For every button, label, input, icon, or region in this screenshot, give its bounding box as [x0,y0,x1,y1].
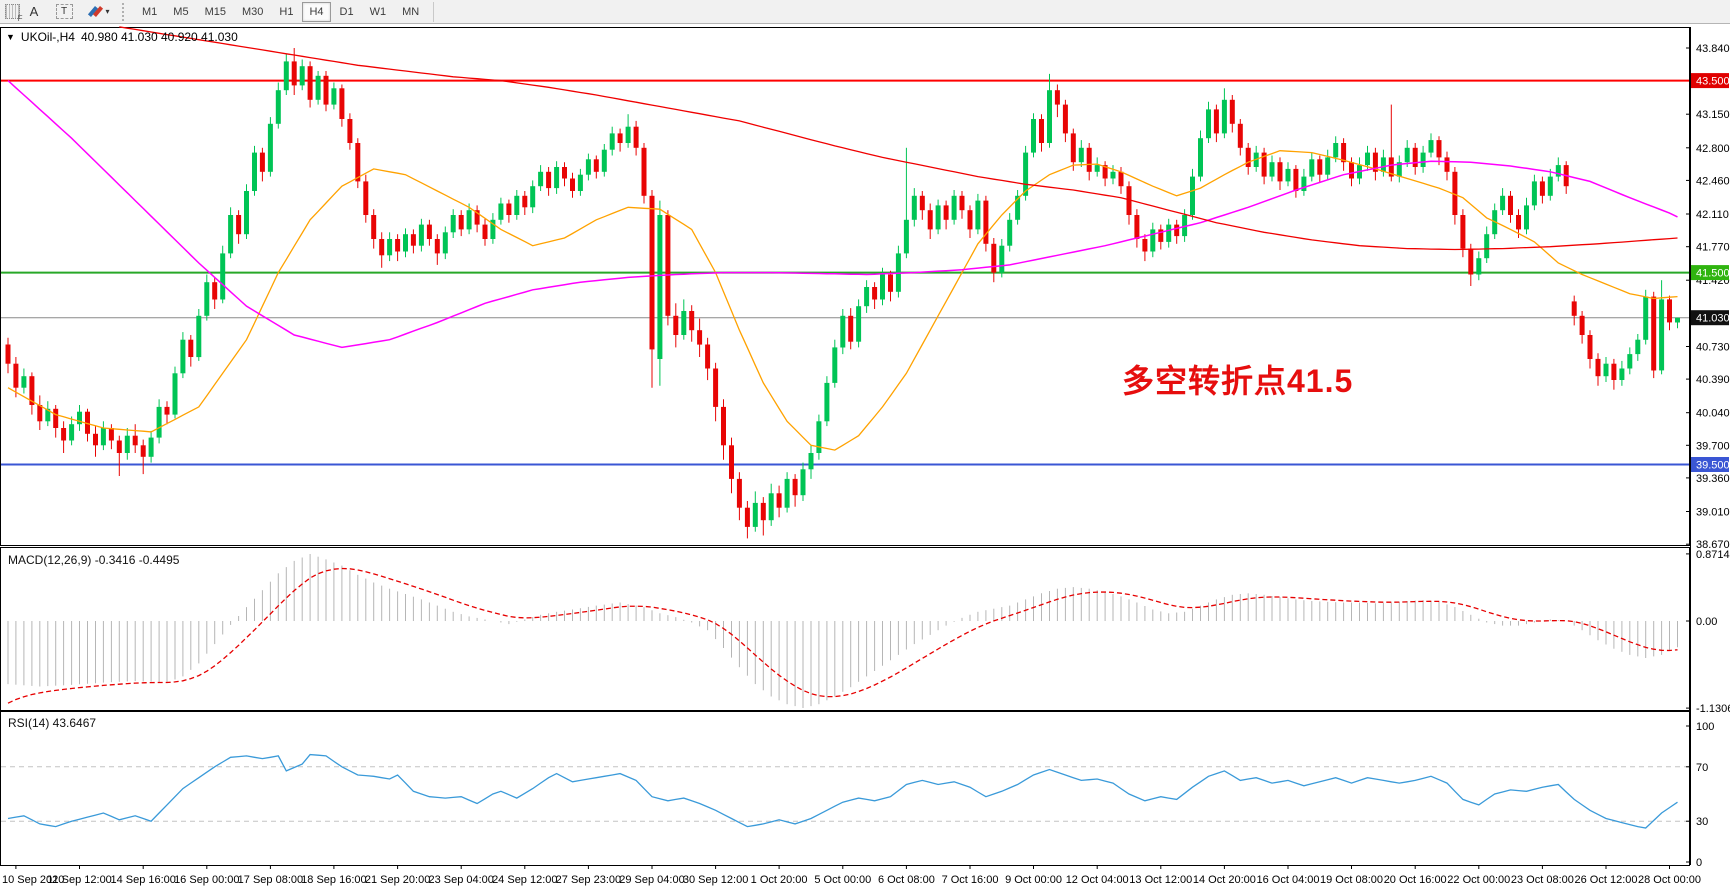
price-badge [1691,73,1729,89]
svg-text:0.00: 0.00 [1696,616,1717,628]
text-label-icon[interactable]: T [54,3,74,21]
timeframe-button-w1[interactable]: W1 [363,2,394,22]
chart-grid-icon[interactable]: F [2,3,23,23]
svg-text:14 Sep 16:00: 14 Sep 16:00 [110,874,175,886]
timeframe-button-h4[interactable]: H4 [302,1,331,22]
price-axis: 43.84043.15042.80042.46042.11041.77041.4… [1686,43,1730,551]
macd-histogram [7,554,1678,708]
chart-header: ▼ UKOil-,H4 40.980 41.030 40.920 41.030 [6,30,238,44]
chevron-down-icon: ▾ [105,7,110,16]
rsi-indicator-label: RSI(14) 43.6467 [8,716,97,730]
palette-icon-glyph [88,5,104,19]
svg-text:42.110: 42.110 [1696,209,1729,221]
svg-text:19 Oct 08:00: 19 Oct 08:00 [1320,874,1383,886]
svg-text:43.500: 43.500 [1696,76,1730,88]
svg-text:27 Sep 23:00: 27 Sep 23:00 [556,874,621,886]
horizontal-price-lines [1,79,1689,466]
svg-text:30: 30 [1696,816,1708,828]
ma-mid-magenta [7,80,1678,349]
timeframe-button-m1[interactable]: M1 [135,2,164,22]
svg-text:-1.1306: -1.1306 [1696,703,1730,715]
svg-text:11 Sep 12:00: 11 Sep 12:00 [47,874,112,886]
svg-text:12 Oct 04:00: 12 Oct 04:00 [1066,874,1129,886]
palette-icon[interactable]: ▾ [84,3,114,21]
svg-text:13 Oct 12:00: 13 Oct 12:00 [1129,874,1192,886]
svg-text:17 Sep 08:00: 17 Sep 08:00 [238,874,303,886]
symbol-label: UKOil-,H4 [20,30,75,44]
ohlc-values: 40.980 41.030 40.920 41.030 [80,30,238,44]
toolbar-separator [433,1,435,22]
svg-text:23 Oct 08:00: 23 Oct 08:00 [1511,874,1574,886]
svg-text:26 Oct 12:00: 26 Oct 12:00 [1575,874,1638,886]
svg-text:40.390: 40.390 [1696,374,1730,386]
chevron-down-icon: ▼ [6,32,15,42]
macd-indicator-label: MACD(12,26,9) -0.3416 -0.4495 [8,553,180,567]
timeframe-button-m30[interactable]: M30 [235,2,270,22]
price-chart-canvas[interactable]: 43.84043.15042.80042.46042.11041.77041.4… [0,24,1730,891]
svg-text:14 Oct 20:00: 14 Oct 20:00 [1193,874,1256,886]
svg-text:7 Oct 16:00: 7 Oct 16:00 [942,874,999,886]
svg-text:23 Sep 04:00: 23 Sep 04:00 [428,874,493,886]
price-badge [1691,310,1729,326]
rsi-line [7,753,1678,829]
svg-text:40.730: 40.730 [1696,342,1730,354]
svg-text:22 Oct 00:00: 22 Oct 00:00 [1447,874,1510,886]
svg-text:39.700: 39.700 [1696,440,1730,452]
svg-text:41.770: 41.770 [1696,242,1730,254]
price-badge [1691,457,1729,472]
svg-text:6 Oct 08:00: 6 Oct 08:00 [878,874,935,886]
svg-text:16 Sep 00:00: 16 Sep 00:00 [174,874,239,886]
svg-text:21 Sep 20:00: 21 Sep 20:00 [365,874,430,886]
svg-text:30 Sep 12:00: 30 Sep 12:00 [683,874,748,886]
chart-area[interactable]: 43.840 43.150 42.800 42.460 42.110 41.770 41.4… [0,24,1730,891]
svg-text:9 Oct 00:00: 9 Oct 00:00 [1005,874,1062,886]
indicator-axes: 0.8714 0.00 -1.1306 100 70 30 0 [1686,549,1730,869]
annotation-text: 多空转折点41.5 [1122,363,1354,399]
text-annotation-icon[interactable]: A [29,4,39,19]
svg-text:18 Sep 16:00: 18 Sep 16:00 [301,874,366,886]
svg-text:42.460: 42.460 [1696,175,1730,187]
svg-text:100: 100 [1696,721,1714,733]
svg-text:0.8714: 0.8714 [1696,549,1730,561]
timeframe-button-m5[interactable]: M5 [166,2,195,22]
svg-text:39.010: 39.010 [1696,507,1730,519]
toolbar-grip [122,2,129,21]
svg-text:5 Oct 00:00: 5 Oct 00:00 [814,874,871,886]
chart-grid-icon-glyph: F [4,4,23,23]
svg-text:29 Sep 04:00: 29 Sep 04:00 [619,874,684,886]
svg-text:28 Oct 00:00: 28 Oct 00:00 [1638,874,1701,886]
svg-text:70: 70 [1696,762,1708,774]
price-badge [1691,265,1729,281]
svg-text:0: 0 [1696,857,1702,869]
svg-text:39.500: 39.500 [1696,460,1730,472]
timeframe-button-m15[interactable]: M15 [198,2,233,22]
svg-text:39.360: 39.360 [1696,473,1730,485]
svg-text:10 Sep 2020: 10 Sep 2020 [2,874,64,886]
svg-text:42.800: 42.800 [1696,143,1730,155]
svg-text:43.150: 43.150 [1696,109,1730,121]
svg-text:38.670: 38.670 [1696,539,1730,551]
svg-text:41.500: 41.500 [1696,268,1730,280]
timeframe-button-h1[interactable]: H1 [272,2,300,22]
timeframe-button-d1[interactable]: D1 [333,2,361,22]
svg-text:43.840: 43.840 [1696,43,1730,55]
svg-text:41.030: 41.030 [1696,313,1730,325]
timeframe-button-mn[interactable]: MN [395,2,426,22]
toolbar: F A T ▾ M1 M5 M15 M30 H1 H4 D1 W1 MN [0,0,1730,24]
ma-slow-red [119,26,1678,251]
svg-text:1 Oct 20:00: 1 Oct 20:00 [751,874,808,886]
svg-text:20 Oct 16:00: 20 Oct 16:00 [1384,874,1447,886]
svg-text:16 Oct 04:00: 16 Oct 04:00 [1257,874,1320,886]
svg-text:40.040: 40.040 [1696,408,1730,420]
svg-text:24 Sep 12:00: 24 Sep 12:00 [492,874,557,886]
ma-fast-orange [7,150,1678,451]
